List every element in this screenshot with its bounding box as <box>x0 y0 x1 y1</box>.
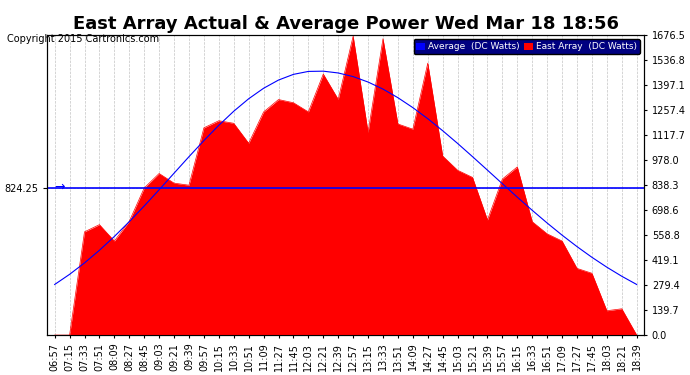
Legend: Average  (DC Watts), East Array  (DC Watts): Average (DC Watts), East Array (DC Watts… <box>413 39 640 54</box>
Text: →: → <box>55 181 65 194</box>
Title: East Array Actual & Average Power Wed Mar 18 18:56: East Array Actual & Average Power Wed Ma… <box>72 15 619 33</box>
Text: Copyright 2015 Cartronics.com: Copyright 2015 Cartronics.com <box>7 34 159 44</box>
